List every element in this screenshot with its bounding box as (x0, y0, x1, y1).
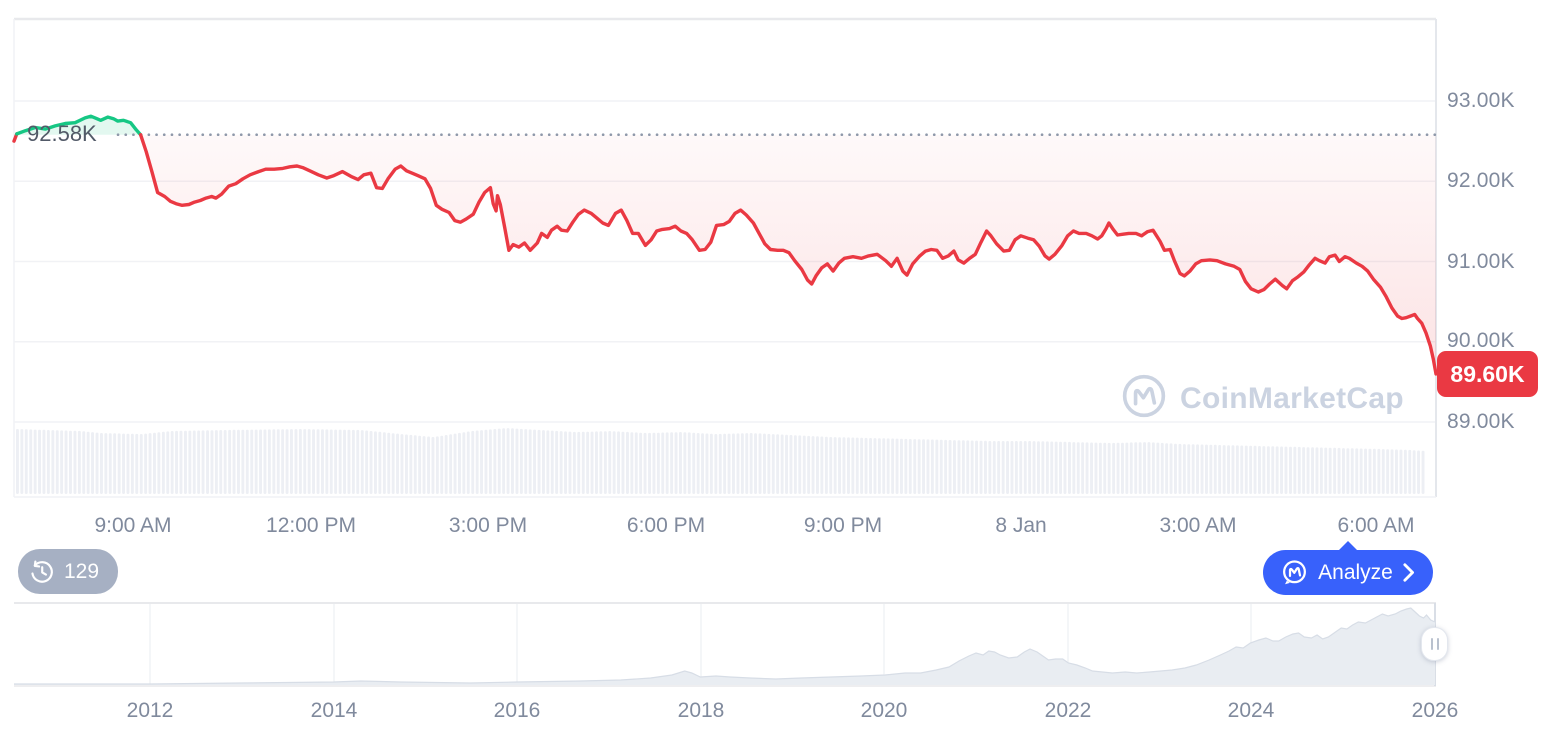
navigator-area[interactable] (14, 608, 1435, 685)
volume-bars (16, 428, 1425, 494)
navigator-year-label: 2016 (493, 699, 541, 722)
history-count: 129 (64, 559, 100, 583)
cmc-bubble-logo-icon (1281, 559, 1308, 586)
x-axis-label: 3:00 AM (1159, 514, 1237, 537)
navigator-year-label: 2020 (860, 699, 908, 722)
y-axis-label: 91.00K (1447, 250, 1515, 273)
x-axis-label: 3:00 PM (448, 514, 528, 537)
y-axis-label: 89.00K (1447, 410, 1515, 433)
price-area-fills (16, 116, 1437, 374)
history-badge[interactable]: 129 (18, 549, 119, 594)
navigator-handle[interactable] (1421, 627, 1448, 661)
x-axis-label: 8 Jan (995, 514, 1047, 537)
analyze-label: Analyze (1318, 560, 1393, 584)
chevron-right-icon (1403, 563, 1415, 582)
x-axis-label: 6:00 PM (626, 514, 706, 537)
last-price-value: 89.60K (1450, 360, 1525, 387)
x-axis-label: 6:00 AM (1337, 514, 1415, 537)
navigator-year-label: 2022 (1044, 699, 1092, 722)
coinmarketcap-watermark: CoinMarketCap (1121, 373, 1404, 424)
y-axis-label: 90.00K (1447, 329, 1515, 352)
y-axis-label: 92.00K (1447, 169, 1515, 192)
x-axis-label: 12:00 PM (266, 514, 356, 537)
analyze-button[interactable]: Analyze (1263, 541, 1433, 595)
coinmarketcap-logo-icon (1121, 373, 1167, 424)
navigator (14, 602, 1436, 687)
x-axis-label: 9:00 PM (803, 514, 883, 537)
navigator-year-label: 2018 (677, 699, 725, 722)
price-line (12, 114, 1438, 376)
baseline-price-label: 92.58K (27, 121, 97, 146)
navigator-year-label: 2012 (126, 699, 174, 722)
navigator-year-label: 2024 (1227, 699, 1275, 722)
history-clock-icon (29, 559, 55, 585)
last-price-badge: 89.60K (1437, 351, 1538, 397)
y-axis-label: 93.00K (1447, 89, 1515, 112)
main-grid (13, 17, 1437, 498)
navigator-year-label: 2014 (310, 699, 358, 722)
x-axis-label: 9:00 AM (94, 514, 172, 537)
watermark-text: CoinMarketCap (1180, 381, 1404, 415)
navigator-year-label: 2026 (1411, 699, 1459, 722)
